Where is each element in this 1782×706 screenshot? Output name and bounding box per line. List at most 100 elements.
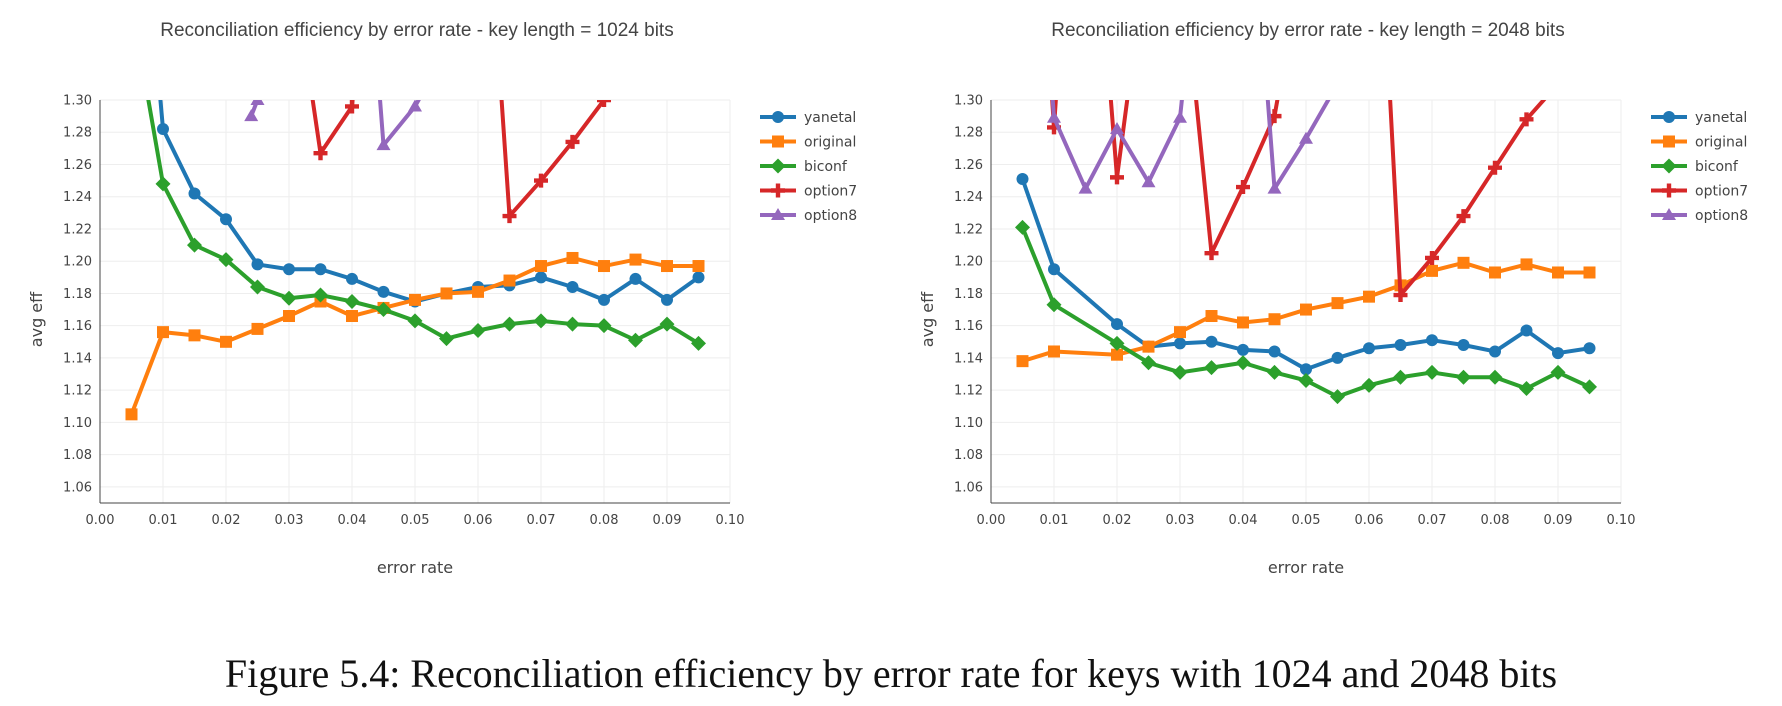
legend-swatch-marker [1662,183,1677,198]
x-tick-label: 0.08 [590,513,619,528]
data-point-yanetal [1583,342,1596,355]
data-point-option8 [1141,175,1156,188]
data-point-original [692,260,705,273]
data-point-biconf [565,316,580,332]
data-point-biconf [1456,369,1471,385]
data-point-original [346,310,358,323]
data-point-yanetal [629,272,642,285]
data-point-original [1111,348,1123,361]
chart-title: Reconciliation efficiency by error rate … [1051,20,1564,41]
data-point-original [220,335,232,348]
x-tick-label: 0.04 [1229,513,1258,528]
data-point-option7 [1488,160,1503,175]
data-point-biconf [691,335,706,351]
data-point-biconf [1393,369,1408,385]
legend-swatch-marker [772,135,784,148]
data-point-yanetal [1394,339,1407,352]
y-tick-label: 1.18 [63,287,92,302]
y-tick-label: 1.30 [954,94,983,109]
data-point-original [661,260,673,273]
data-point-option7 [1236,180,1251,195]
y-tick-label: 1.20 [63,255,92,270]
series-original [1016,256,1596,368]
series-option8 [244,100,422,151]
y-tick-label: 1.16 [63,319,92,334]
data-point-biconf [1330,389,1345,405]
plot-area [125,100,706,421]
legend-item-option7[interactable]: option7 [760,183,857,200]
data-point-option8 [1110,122,1124,135]
data-point-original [1489,266,1501,279]
legend-item-option8[interactable]: option8 [1651,208,1748,224]
data-point-option7 [1393,288,1408,303]
legend-item-original[interactable]: original [1651,135,1747,151]
data-point-original [1237,316,1249,329]
data-point-original [1268,313,1281,326]
series-option8 [1047,100,1331,194]
y-tick-label: 1.10 [954,416,983,431]
data-point-yanetal [1016,172,1029,185]
data-point-option7 [565,134,580,149]
data-point-option8 [244,109,259,122]
data-point-biconf [1046,297,1062,313]
x-tick-label: 0.06 [464,513,493,528]
data-point-option8 [1047,110,1061,123]
data-point-option8 [1299,131,1313,144]
y-axis-label: avg eff [918,291,937,347]
data-point-yanetal [283,263,295,276]
data-point-original [251,322,264,335]
data-point-biconf [376,302,391,318]
data-point-yanetal [661,293,673,306]
data-point-original [409,293,421,306]
data-point-option7 [597,100,611,107]
data-point-biconf [344,294,360,309]
data-point-option7 [1267,109,1282,124]
data-point-biconf [281,290,297,306]
data-point-option7 [1425,250,1440,265]
data-point-yanetal [598,293,610,306]
legend-item-yanetal[interactable]: yanetal [1651,110,1747,126]
data-point-option7 [313,146,328,161]
legend-item-yanetal[interactable]: yanetal [760,110,856,126]
data-point-yanetal [314,263,327,276]
data-point-yanetal [1300,363,1312,376]
data-point-original [472,285,484,298]
data-point-option7 [1047,120,1062,135]
legend-swatch-marker [1663,135,1675,148]
data-point-original [1552,266,1564,279]
data-point-biconf [628,332,643,348]
data-point-biconf [1172,364,1188,380]
legend-swatch-marker [772,111,784,123]
data-point-biconf [596,318,612,334]
data-point-biconf [187,237,202,253]
legend-item-biconf[interactable]: biconf [1651,158,1739,176]
data-point-biconf [1235,355,1251,371]
series-line-option7 [1050,100,1547,298]
y-tick-label: 1.08 [954,448,983,463]
data-point-original [157,326,169,339]
data-point-option7 [1204,246,1219,261]
data-point-yanetal [1111,318,1123,331]
y-tick-label: 1.06 [954,480,983,495]
y-tick-label: 1.28 [63,126,92,141]
legend-item-option8[interactable]: option8 [760,208,857,224]
legend-item-biconf[interactable]: biconf [760,158,848,176]
data-point-original [1457,256,1470,269]
legend-label: option7 [804,184,857,200]
legend-item-option7[interactable]: option7 [1651,183,1748,200]
legend-item-original[interactable]: original [760,135,856,151]
y-tick-label: 1.22 [63,222,92,237]
data-point-yanetal [1048,263,1060,276]
data-point-biconf [407,313,423,329]
y-tick-label: 1.08 [63,448,92,463]
plot-area [1015,100,1597,405]
y-tick-label: 1.12 [63,384,92,399]
legend-label: option8 [804,208,857,224]
y-axis-label: avg eff [27,291,46,347]
x-tick-label: 0.06 [1355,513,1384,528]
data-point-biconf [1424,364,1440,380]
data-point-original [1331,297,1344,310]
data-point-option8 [408,100,422,112]
x-tick-label: 0.02 [1103,513,1132,528]
data-point-option8 [1267,181,1282,194]
